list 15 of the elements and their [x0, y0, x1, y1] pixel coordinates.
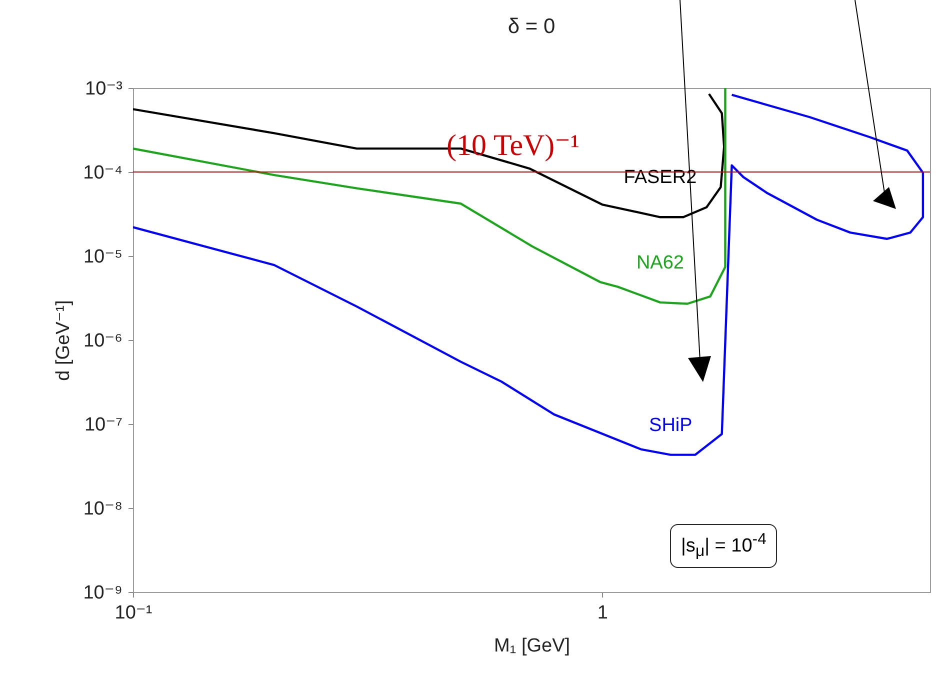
chart-title: δ = 0	[508, 15, 556, 38]
series-label: NA62	[636, 252, 684, 274]
y-tick-label: 10⁻⁵	[83, 246, 122, 268]
x-axis-title: M₁ [GeV]	[494, 636, 570, 656]
y-tick-label: 10⁻⁸	[83, 498, 122, 520]
y-axis-title: d [GeV⁻¹]	[53, 300, 74, 381]
y-tick-label: 10⁻⁶	[84, 330, 122, 352]
x-tick-label: 1	[597, 602, 608, 624]
y-tick-label: 10⁻³	[85, 78, 122, 100]
annotation: |s$_{μ}$| = 10$^{-4}$	[670, 524, 778, 568]
y-tick-label: 10⁻⁴	[83, 162, 122, 184]
y-tick-label: 10⁻⁷	[84, 414, 123, 436]
x-tick-label: 10⁻¹	[114, 602, 152, 624]
y-tick-label: 10⁻⁹	[83, 582, 122, 604]
series-label: SHiP	[649, 414, 692, 436]
